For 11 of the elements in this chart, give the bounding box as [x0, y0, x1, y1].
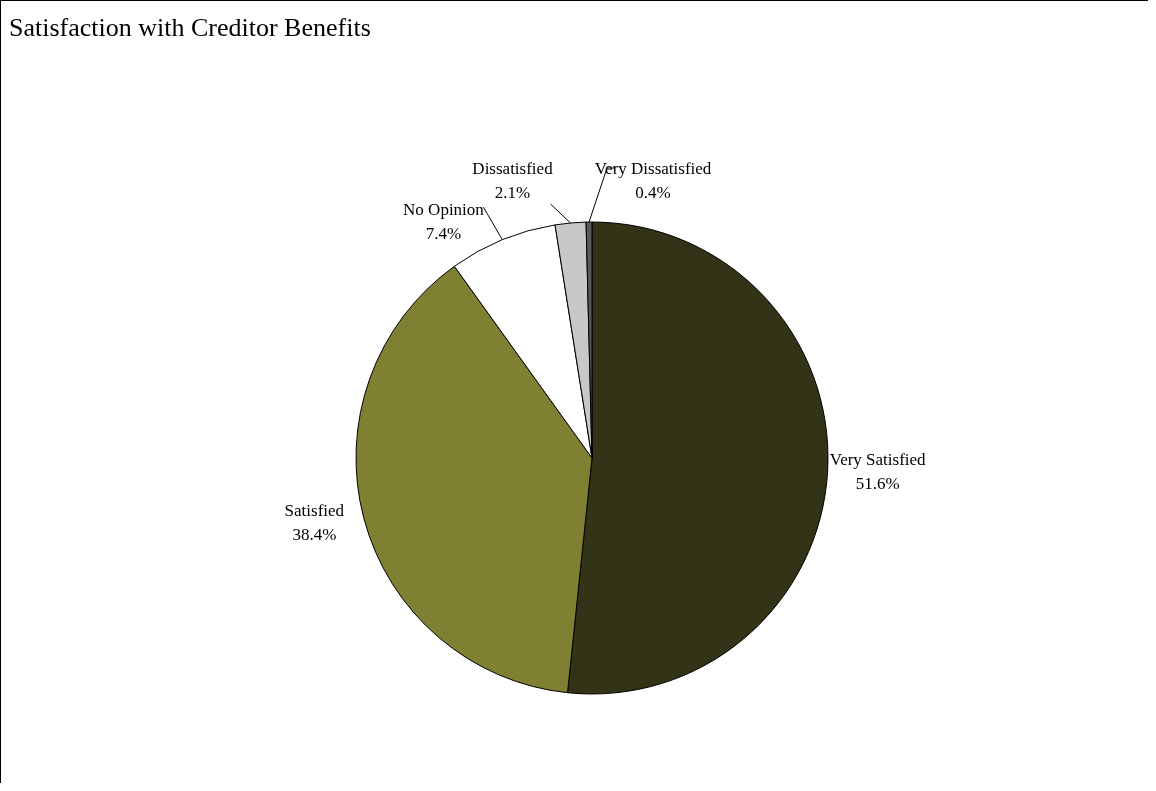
data-label: 0.4%: [635, 183, 671, 202]
data-label: 2.1%: [494, 183, 531, 202]
data-label: 51.6%: [855, 473, 900, 493]
data-label: 7.4%: [425, 224, 462, 244]
slice-label: No Opinion: [403, 200, 485, 220]
slice-label: Satisfied: [284, 501, 345, 521]
slice-label: Very Satisfied: [829, 449, 927, 469]
slice-label: Very Dissatisfied: [594, 159, 712, 178]
chart-title: Satisfaction with Creditor Benefits: [9, 13, 371, 43]
data-label: 38.4%: [292, 525, 337, 545]
slice-label: Dissatisfied: [472, 159, 554, 178]
